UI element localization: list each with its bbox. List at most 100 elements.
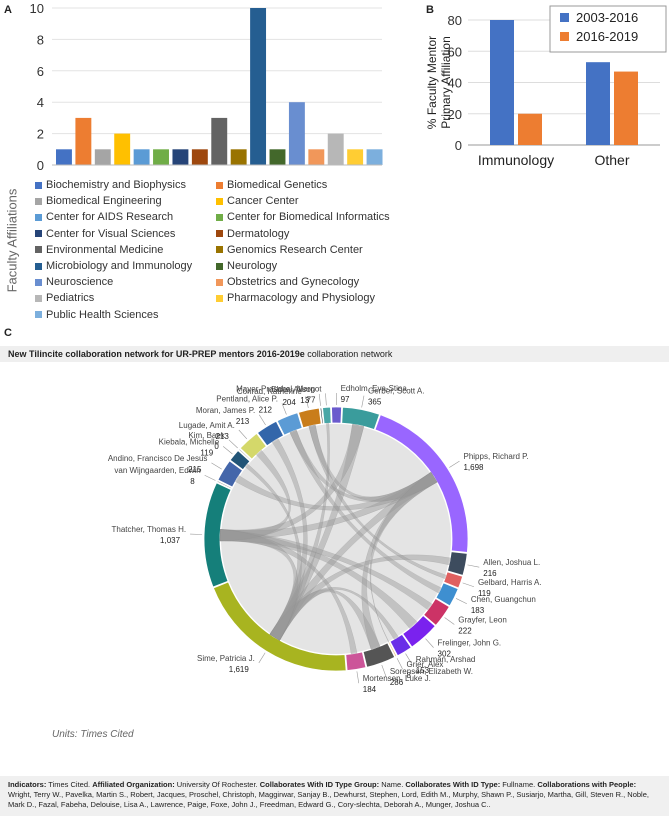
panel-c-label: C — [4, 327, 12, 339]
chart-a-bar — [288, 102, 305, 165]
chord-node-name: Mortensen, Luke J. — [363, 674, 431, 683]
chart-a-legend-item: Neurology — [216, 259, 277, 273]
chart-a-legend-item: Pharmacology and Physiology — [216, 291, 375, 305]
footer-key-indicators: Indicators: — [8, 780, 47, 789]
chart-a-legend-item: Obstetrics and Gynecology — [216, 275, 359, 289]
chord-node-value: 204 — [282, 398, 296, 407]
chord-arc — [443, 571, 464, 589]
chord-node-label: Conrad, Katherine 204 — [237, 387, 309, 408]
chart-a-bar — [308, 149, 325, 165]
chord-leader-line — [449, 460, 460, 468]
chord-node-label: Rahman, Arshad 153 — [405, 653, 476, 675]
chord-node-label: Gerber, Scott A. 365 — [361, 387, 424, 408]
chord-node-value: 212 — [259, 405, 273, 414]
chord-ribbon — [369, 471, 438, 643]
footer-val-type: Fullname. — [500, 780, 538, 789]
chord-node-name: Rahman, Arshad — [416, 655, 476, 664]
chart-a-legend-swatch — [216, 278, 223, 286]
chart-a-legend-item: Center for Visual Sciences — [35, 227, 175, 241]
footer-key-org: Affiliated Organization: — [92, 780, 175, 789]
chart-b-legend-label: 2016-2019 — [576, 29, 638, 44]
chord-arc — [229, 450, 251, 471]
chord-ribbon — [269, 438, 308, 641]
chord-node-name: Gelbard, Harris A. — [478, 578, 542, 587]
chord-arc — [362, 642, 396, 668]
chart-b-xtick: Immunology — [478, 152, 554, 168]
chart-b-legend-label: 2003-2016 — [576, 10, 638, 25]
chord-leader-line — [381, 664, 387, 677]
chart-a-legend-item: Environmental Medicine — [35, 243, 163, 257]
chart-a-bar — [250, 8, 267, 165]
chord-node-label: Kim, Baek 0 — [188, 431, 238, 451]
chart-a-bar — [191, 149, 208, 165]
chart-c-title-bar: New Tilincite collaboration network for … — [0, 346, 669, 362]
chart-a-bar — [211, 117, 228, 165]
chord-ribbon — [219, 529, 299, 641]
chord-arc — [389, 633, 412, 657]
chord-ribbon — [289, 429, 438, 503]
chord-node-name: Allen, Joshua L. — [483, 558, 540, 567]
chart-a-legend-swatch — [35, 246, 42, 254]
chart-b-legend-swatch — [560, 13, 569, 22]
chart-a-ylabel: Faculty Affiliations — [4, 188, 20, 293]
chord-ribbon — [308, 424, 447, 580]
chord-node-label: Phipps, Richard P. 1,698 — [449, 452, 529, 472]
chart-a-legend-swatch — [35, 294, 42, 302]
footer-indicators: Indicators: Times Cited. Affiliated Orga… — [0, 776, 669, 816]
chart-a-legend-item: Dermatology — [216, 227, 289, 241]
chord-ribbon — [234, 471, 438, 511]
chart-a-ytick: 10 — [30, 1, 44, 16]
footer-key-people: Collaborations with People: — [537, 780, 637, 789]
chord-node-label: Lugade, Amit A. 213 — [179, 421, 248, 441]
chart-a-legend-label: Genomics Research Center — [227, 243, 363, 256]
chord-ribbon — [244, 463, 302, 641]
chart-a-bar — [230, 149, 247, 165]
chord-node-value: 213 — [215, 432, 229, 441]
chart-a-legend-label: Neuroscience — [46, 276, 114, 289]
chart-b-ylabel: % Faculty MentorPrimary Affiliation — [425, 36, 453, 129]
chord-node-name: Pentland, Alice P. — [216, 394, 278, 403]
chord-node-label: Chen, Guangchun 183 — [455, 595, 536, 615]
chord-arc — [435, 582, 459, 607]
chart-a-legend-item: Cancer Center — [216, 194, 299, 208]
chord-leader-line — [204, 474, 216, 481]
chord-arc — [374, 414, 469, 553]
chord-node-name: Andino, Francisco De Jesus — [108, 454, 208, 463]
chord-ribbon — [269, 589, 381, 650]
chart-b-bar — [518, 113, 542, 145]
chord-ribbon — [219, 529, 418, 629]
chord-node-name: Lugade, Amit A. — [179, 421, 235, 430]
chart-a-legend-item: Center for Biomedical Informatics — [216, 210, 390, 224]
chart-b: 0 20 40 60 80 Immunology Other % Faculty Mentor… — [410, 0, 669, 175]
chord-ribbon — [219, 529, 358, 655]
chord-leader-line — [281, 403, 287, 415]
chord-diagram: Gerber, Scott A. 365 Phipps, Richard P. 1,6… — [0, 362, 669, 727]
chart-a-legend-swatch — [216, 197, 223, 205]
chord-node-value: 119 — [478, 589, 491, 598]
chart-a-legend-label: Microbiology and Immunology — [46, 260, 193, 272]
chart-a-legend-label: Pharmacology and Physiology — [227, 292, 375, 305]
chord-leader-line — [444, 617, 455, 625]
chord-arc — [212, 581, 347, 672]
chord-leader-line — [361, 395, 365, 408]
chord-arc — [319, 407, 324, 425]
chart-a-legend-item: Center for AIDS Research — [35, 210, 173, 224]
chord-node-label: Mayer-Proschel, Margot 77 — [236, 384, 327, 406]
chord-node-value: 153 — [416, 666, 430, 675]
chord-node-value: 215 — [188, 465, 202, 474]
chart-a-legend-label: Center for Biomedical Informatics — [227, 211, 390, 224]
chord-ribbon — [219, 423, 365, 542]
chart-a-bar — [75, 117, 92, 165]
chord-node-value: 302 — [438, 650, 452, 659]
chart-a-legend-swatch — [35, 213, 42, 221]
chart-a-legend-label: Center for AIDS Research — [46, 211, 174, 224]
chord-node-name: Gerber, Scott A. — [368, 387, 424, 396]
chord-node-name: Grier, Alex — [407, 660, 444, 669]
chart-a-bar — [347, 149, 364, 165]
chord-ribbon — [269, 471, 438, 641]
chart-a-legend-swatch — [216, 230, 223, 238]
chord-node-label: Sorensen, Elizabeth W. 286 — [381, 664, 473, 687]
chart-a-legend-swatch — [216, 294, 223, 302]
chord-node-label: van Wijngaarden, Edwin 8 — [114, 466, 216, 486]
chord-leader-line — [325, 393, 327, 406]
